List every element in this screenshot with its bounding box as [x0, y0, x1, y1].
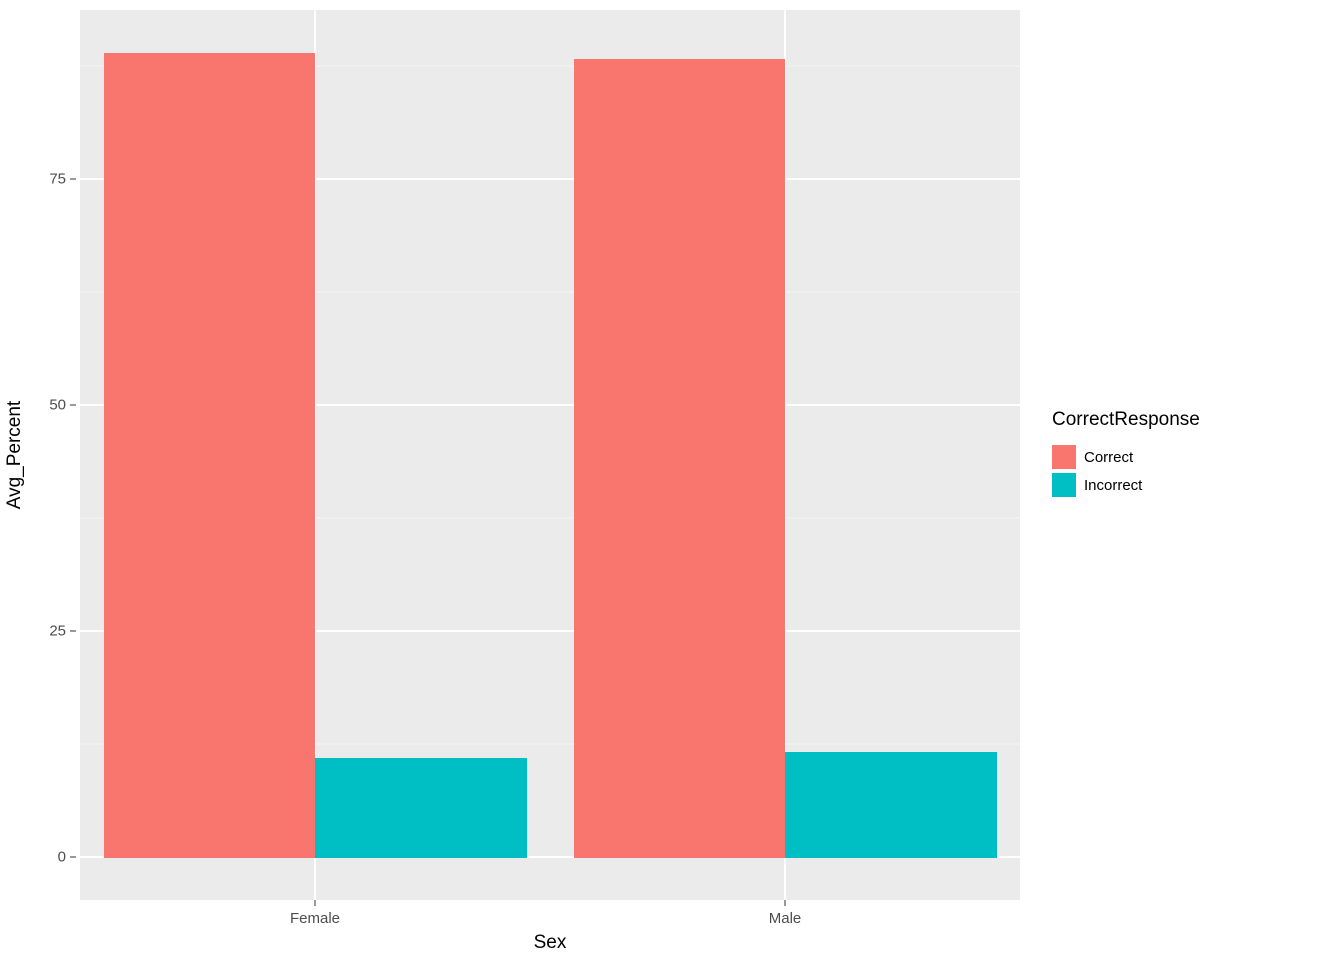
legend-title: CorrectResponse — [1052, 409, 1340, 431]
bar — [574, 59, 786, 858]
y-axis-tick-labels: 0 25 50 75 — [30, 0, 70, 910]
bar — [785, 752, 997, 858]
x-tick-label: Male — [769, 910, 802, 927]
legend-item: Correct — [1052, 445, 1340, 469]
x-tick-label: Female — [290, 910, 340, 927]
legend: CorrectResponse Correct Incorrect — [1040, 0, 1340, 910]
legend-item: Incorrect — [1052, 473, 1340, 497]
legend-swatch — [1052, 445, 1076, 469]
y-axis-title: Avg_Percent — [4, 401, 26, 509]
y-tick-label: 75 — [49, 171, 66, 188]
y-tick-label: 0 — [58, 849, 66, 866]
legend-items: Correct Incorrect — [1052, 441, 1340, 501]
x-tick-mark — [785, 900, 786, 906]
chart-container: Avg_Percent 0 25 50 75 Female Male Sex Corre… — [0, 0, 1344, 960]
x-tick-mark — [315, 900, 316, 906]
y-tick-mark — [70, 179, 76, 180]
y-tick-label: 50 — [49, 397, 66, 414]
legend-label: Correct — [1084, 449, 1133, 466]
y-tick-mark — [70, 857, 76, 858]
legend-label: Incorrect — [1084, 477, 1142, 494]
x-axis-title: Sex — [80, 932, 1020, 954]
y-tick-mark — [70, 405, 76, 406]
bar — [315, 758, 527, 857]
plot-panel — [80, 10, 1020, 900]
bar — [104, 53, 316, 858]
legend-swatch — [1052, 473, 1076, 497]
y-tick-label: 25 — [49, 623, 66, 640]
y-axis-title-wrap: Avg_Percent — [0, 0, 30, 910]
y-tick-mark — [70, 631, 76, 632]
